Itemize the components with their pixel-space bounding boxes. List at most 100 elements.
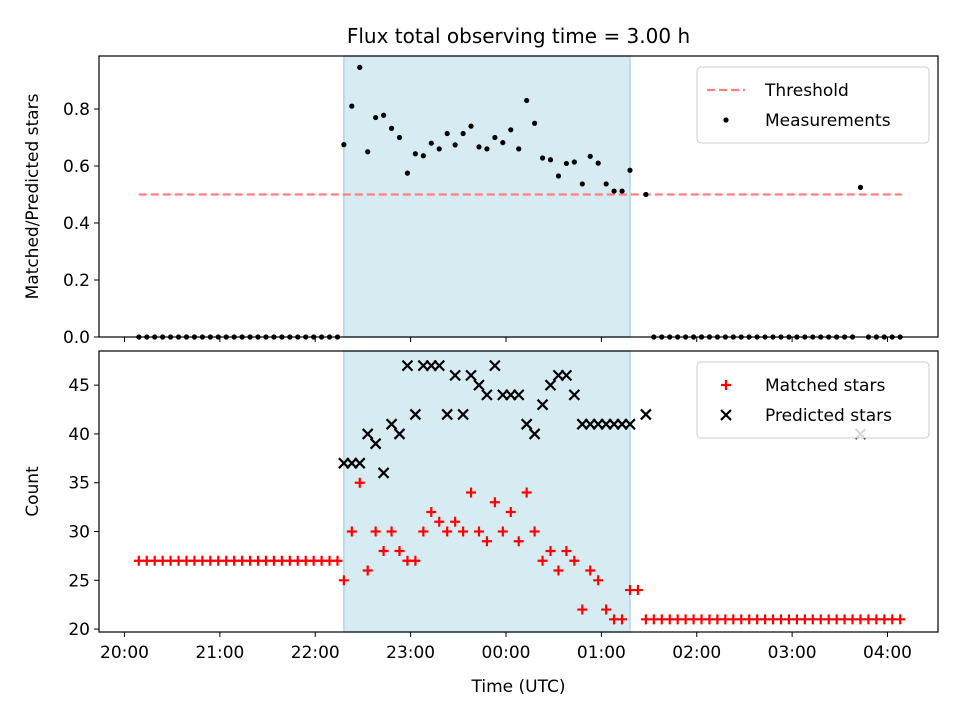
legend-swatch	[720, 409, 732, 421]
data-point	[577, 604, 588, 615]
data-point	[569, 555, 580, 566]
data-point	[466, 487, 477, 498]
data-point	[465, 369, 477, 382]
data-point	[442, 526, 453, 537]
data-point	[529, 526, 540, 537]
data-point	[513, 536, 524, 547]
y-tick-label: 30	[68, 523, 90, 543]
y-tick-label: 45	[68, 376, 90, 396]
data-point	[640, 408, 652, 421]
top-y-ticks: 0.0 0.2 0.4 0.6 0.8	[63, 100, 99, 348]
data-point	[481, 389, 493, 401]
data-point	[617, 614, 628, 625]
flux-ratio-panel: Flux total observing time = 3.00 h 0.00.…	[23, 24, 939, 348]
y-tick: 0.8	[63, 100, 99, 120]
x-tick: 00:00	[482, 632, 531, 663]
data-point	[357, 64, 363, 70]
data-point	[386, 526, 397, 537]
data-point	[500, 140, 506, 146]
data-point	[601, 604, 612, 615]
data-point	[441, 408, 453, 421]
legend-swatch	[723, 117, 729, 123]
y-tick-label: 0.2	[63, 271, 90, 291]
data-point	[532, 120, 538, 126]
data-point	[489, 497, 500, 508]
x-tick-label: 00:00	[482, 643, 531, 663]
data-point	[579, 181, 585, 187]
data-point	[593, 575, 604, 586]
data-point	[409, 408, 422, 421]
data-point	[449, 369, 461, 382]
x-axis-label: Time (UTC)	[471, 677, 566, 697]
x-tick-label: 04:00	[863, 643, 912, 663]
y-tick-label: 0.4	[63, 214, 90, 234]
x-tick-label: 22:00	[291, 643, 340, 663]
data-point	[643, 191, 649, 198]
y-tick-label: 0.6	[63, 157, 90, 177]
data-point	[394, 546, 405, 557]
data-point	[595, 160, 601, 166]
data-point	[561, 546, 572, 557]
x-tick-label: 21:00	[195, 643, 244, 663]
data-point	[484, 146, 490, 152]
legend-label: Threshold	[764, 81, 849, 101]
x-tick: 23:00	[386, 632, 435, 663]
top-legend: Threshold Measurements	[696, 66, 930, 144]
x-tick-label: 02:00	[672, 643, 721, 663]
data-point	[528, 428, 541, 440]
data-point	[627, 167, 633, 173]
y-tick: 40	[68, 425, 99, 445]
data-point	[418, 526, 429, 537]
y-tick-label: 0.8	[63, 100, 90, 120]
bottom-x-ticks: 20:00 21:00 22:00 23:00 00:00 01:00 02:00 03:00…	[100, 632, 912, 663]
data-point	[369, 437, 382, 450]
y-tick: 0.2	[63, 271, 99, 291]
data-point	[857, 184, 864, 190]
data-point	[338, 575, 349, 586]
data-point	[426, 506, 437, 517]
y-tick: 25	[68, 571, 99, 591]
data-point	[393, 428, 406, 440]
data-point	[481, 536, 492, 547]
data-point	[353, 457, 366, 469]
data-point	[539, 155, 546, 161]
data-point	[603, 181, 609, 187]
counts-panel: 20:00 21:00 22:00 23:00 00:00 01:00 02:00 03:00…	[23, 350, 939, 697]
data-point	[444, 130, 450, 137]
data-point	[632, 585, 643, 596]
data-point	[553, 565, 564, 576]
x-tick-label: 23:00	[386, 643, 435, 663]
data-point	[433, 359, 446, 372]
data-point	[895, 614, 906, 625]
data-point	[362, 565, 373, 576]
data-point	[373, 114, 379, 121]
y-tick-label: 20	[68, 620, 90, 640]
legend-label: Predicted stars	[765, 406, 892, 426]
data-point	[468, 123, 474, 129]
observing-window-span	[343, 350, 631, 633]
data-point	[560, 369, 573, 382]
data-point	[555, 173, 562, 179]
bottom-y-ticks: 20 25 30 35 40 45	[68, 376, 99, 640]
legend-box	[696, 361, 930, 439]
data-point	[537, 555, 548, 566]
y-tick-label: 40	[68, 425, 90, 445]
data-point	[401, 359, 414, 372]
top-axes-frame	[98, 55, 939, 338]
data-point	[571, 159, 577, 165]
y-tick: 20	[68, 620, 99, 640]
data-point	[388, 125, 395, 131]
y-tick: 0.0	[63, 328, 99, 348]
data-point	[377, 467, 390, 479]
data-point	[489, 359, 501, 372]
data-point	[428, 140, 434, 146]
data-point	[354, 477, 365, 488]
data-point	[436, 146, 442, 152]
data-point	[404, 170, 411, 176]
data-point	[619, 188, 625, 194]
y-tick: 30	[68, 523, 99, 543]
x-tick: 04:00	[863, 632, 912, 663]
data-point	[460, 130, 466, 137]
bottom-y-axis-label: Count	[23, 466, 43, 517]
